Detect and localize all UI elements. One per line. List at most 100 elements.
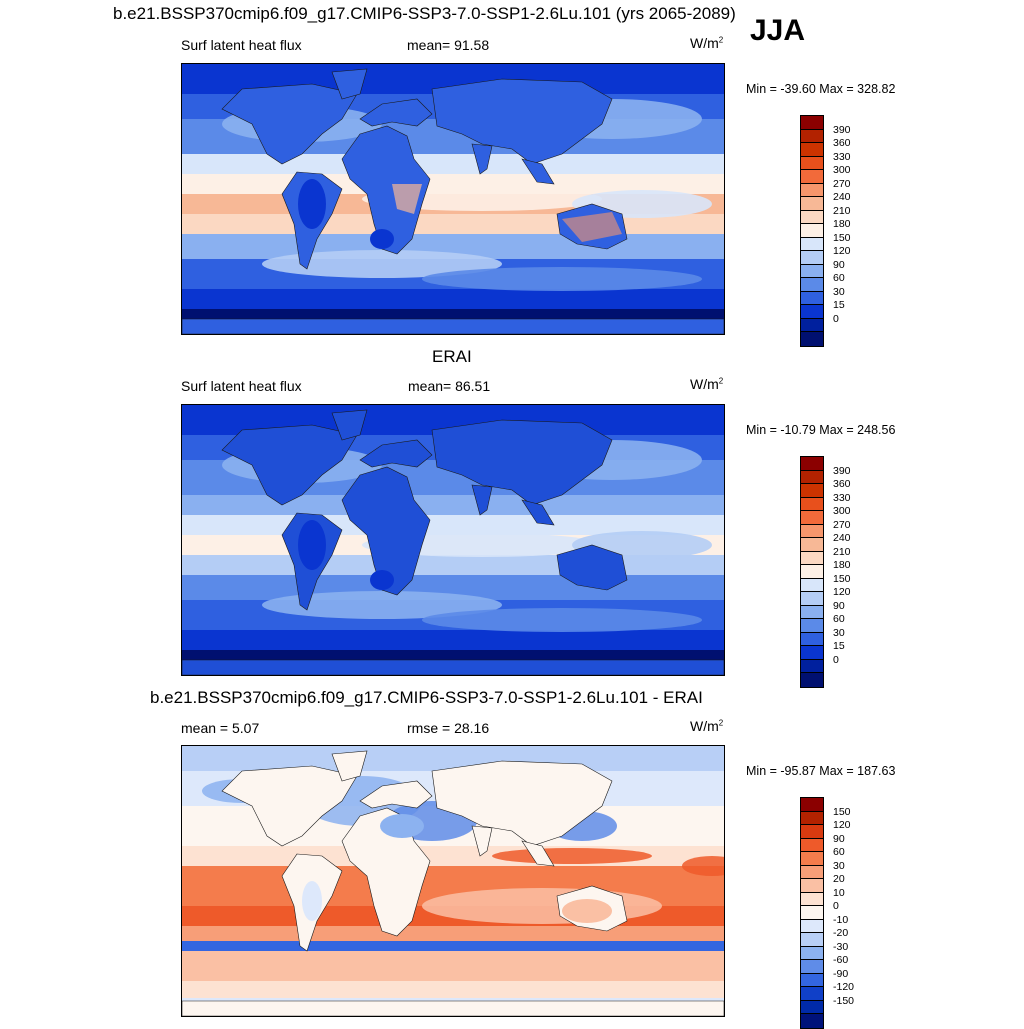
- panel3-title: b.e21.BSSP370cmip6.f09_g17.CMIP6-SSP3-7.…: [150, 688, 703, 707]
- colorbar-tick-label: 90: [833, 258, 845, 271]
- colorbar-swatch: [801, 291, 823, 305]
- colorbar-swatch: [801, 143, 823, 157]
- colorbar-swatch: [801, 960, 823, 974]
- panel2-units-label: W/m2: [690, 376, 724, 392]
- colorbar-swatch: [801, 605, 823, 619]
- colorbar-swatch: [801, 278, 823, 292]
- colorbar-swatch: [801, 825, 823, 839]
- colorbar-tick-label: 180: [833, 218, 851, 230]
- colorbar-tick-label: 180: [833, 559, 851, 571]
- colorbar-tick-label: 360: [833, 137, 851, 149]
- colorbar-tick-label: -90: [833, 967, 849, 980]
- colorbar-swatch: [801, 197, 823, 211]
- colorbar-swatch: [801, 116, 823, 130]
- colorbar-swatch: [801, 511, 823, 525]
- colorbar-swatch: [801, 632, 823, 646]
- colorbar-tick-label: 270: [833, 177, 851, 190]
- colorbar-swatch: [801, 183, 823, 197]
- colorbar-tick-label: 120: [833, 586, 851, 598]
- colorbar-tick-label: 330: [833, 491, 851, 504]
- panel3-colorbar: [800, 797, 824, 1029]
- panel3-map: [181, 745, 725, 1017]
- colorbar-tick-label: 150: [833, 572, 851, 585]
- colorbar-swatch: [801, 646, 823, 660]
- colorbar-swatch: [801, 497, 823, 511]
- panel2-mean-label: mean= 86.51: [408, 378, 491, 394]
- colorbar-swatch: [801, 865, 823, 879]
- colorbar-tick-label: 270: [833, 518, 851, 531]
- colorbar-swatch: [801, 305, 823, 319]
- colorbar-tick-label: 10: [833, 886, 845, 899]
- colorbar-tick-label: -120: [833, 981, 855, 993]
- colorbar-swatch: [801, 811, 823, 825]
- colorbar-swatch: [801, 879, 823, 893]
- colorbar-tick-label: 90: [833, 832, 845, 845]
- panel1-title: b.e21.BSSP370cmip6.f09_g17.CMIP6-SSP3-7.…: [113, 4, 736, 23]
- colorbar-tick-label: 210: [833, 545, 851, 558]
- panel2-variable-label: Surf latent heat flux: [181, 378, 302, 394]
- panel3-rmse-label: rmse = 28.16: [407, 720, 490, 736]
- colorbar-tick-label: 0: [833, 312, 839, 325]
- colorbar-swatch: [801, 457, 823, 471]
- colorbar-swatch: [801, 838, 823, 852]
- colorbar-swatch: [801, 933, 823, 947]
- colorbar-swatch: [801, 251, 823, 265]
- colorbar-swatch: [801, 987, 823, 1001]
- colorbar-swatch: [801, 798, 823, 812]
- colorbar-swatch: [801, 210, 823, 224]
- colorbar-swatch: [801, 318, 823, 332]
- colorbar-tick-label: 300: [833, 164, 851, 176]
- colorbar-tick-label: 30: [833, 626, 845, 639]
- colorbar-tick-label: 0: [833, 900, 839, 912]
- colorbar-swatch: [801, 578, 823, 592]
- colorbar-swatch: [801, 332, 823, 346]
- colorbar-swatch: [801, 524, 823, 538]
- colorbar-tick-label: 330: [833, 150, 851, 163]
- colorbar-swatch: [801, 224, 823, 238]
- colorbar-tick-label: 240: [833, 191, 851, 203]
- colorbar-tick-label: -150: [833, 994, 855, 1007]
- colorbar-tick-label: 390: [833, 464, 851, 477]
- panel1-map: [181, 63, 725, 335]
- colorbar-swatch: [801, 1000, 823, 1014]
- colorbar-swatch: [801, 659, 823, 673]
- colorbar-swatch: [801, 1014, 823, 1028]
- panel2-map: [181, 404, 725, 676]
- colorbar-swatch: [801, 484, 823, 498]
- panel2-title: ERAI: [432, 347, 472, 366]
- colorbar-tick-label: -60: [833, 954, 849, 966]
- colorbar-swatch: [801, 973, 823, 987]
- colorbar-tick-label: 210: [833, 204, 851, 217]
- panel1-colorbar: [800, 115, 824, 347]
- colorbar-swatch: [801, 565, 823, 579]
- colorbar-tick-label: 150: [833, 231, 851, 244]
- colorbar-swatch: [801, 852, 823, 866]
- colorbar-swatch: [801, 892, 823, 906]
- colorbar-tick-label: 150: [833, 805, 851, 818]
- colorbar-swatch: [801, 538, 823, 552]
- colorbar-tick-label: 15: [833, 640, 845, 652]
- panel3-units-label: W/m2: [690, 718, 724, 734]
- panel2-colorbar: [800, 456, 824, 688]
- colorbar-tick-label: 90: [833, 599, 845, 612]
- colorbar-tick-label: -30: [833, 940, 849, 953]
- colorbar-tick-label: 300: [833, 505, 851, 517]
- panel1-minmax: Min = -39.60 Max = 328.82: [746, 82, 896, 96]
- colorbar-swatch: [801, 946, 823, 960]
- panel3-mean-label: mean = 5.07: [181, 720, 260, 736]
- colorbar-tick-label: 60: [833, 272, 845, 284]
- panel2-minmax: Min = -10.79 Max = 248.56: [746, 423, 896, 437]
- colorbar-swatch: [801, 919, 823, 933]
- colorbar-swatch: [801, 592, 823, 606]
- colorbar-tick-label: -10: [833, 913, 849, 926]
- colorbar-swatch: [801, 156, 823, 170]
- colorbar-swatch: [801, 237, 823, 251]
- colorbar-tick-label: 240: [833, 532, 851, 544]
- colorbar-tick-label: 390: [833, 123, 851, 136]
- colorbar-swatch: [801, 170, 823, 184]
- colorbar-tick-label: 120: [833, 819, 851, 831]
- colorbar-tick-label: 120: [833, 245, 851, 257]
- colorbar-swatch: [801, 551, 823, 565]
- colorbar-tick-label: -20: [833, 927, 849, 939]
- colorbar-tick-label: 20: [833, 873, 845, 885]
